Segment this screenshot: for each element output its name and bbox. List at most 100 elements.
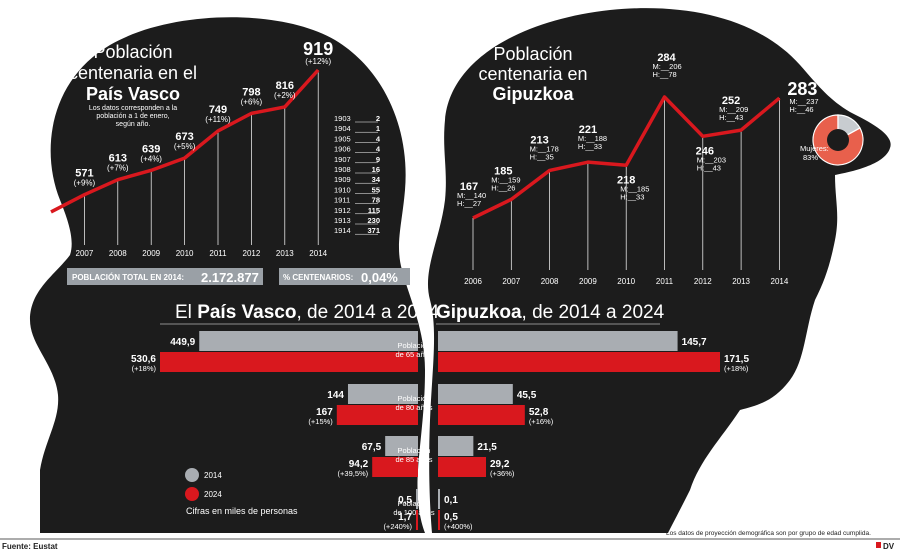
gip-men-label: H:__33 <box>578 142 602 151</box>
gip-value-label: 283 <box>787 79 817 99</box>
footer-note: Los datos de proyección demográfica son … <box>666 530 871 537</box>
pv-bar-label: 94,2 <box>349 459 369 470</box>
history-value: 1 <box>376 124 380 133</box>
left-note-line3: según año. <box>116 121 151 128</box>
gip-women-label: M:__140 <box>457 191 486 200</box>
pv-bar-2014 <box>199 331 418 351</box>
pv-year-label: 2009 <box>142 249 160 258</box>
gip-bar-label: 171,5 <box>724 354 749 365</box>
legend-units: Cifras en miles de personas <box>186 506 298 516</box>
gip-year-label: 2010 <box>617 277 635 286</box>
gip-women-label: M:__159 <box>491 175 520 184</box>
pv-bar-2024 <box>336 405 418 425</box>
gip-men-label: H:__33 <box>620 192 644 201</box>
women-pie-chart <box>812 114 864 166</box>
pv-year-label: 2011 <box>209 249 227 258</box>
pv-value-label: 749 <box>209 104 227 116</box>
legend-2014-swatch <box>185 468 199 482</box>
category-label-line2: de 65 años <box>395 350 432 359</box>
history-value: 55 <box>372 185 380 194</box>
gip-series-line <box>472 95 781 220</box>
pv-bar-2014 <box>385 436 418 456</box>
total-label: POBLACIÓN TOTAL EN 2014: <box>72 273 184 282</box>
women-value: 83% <box>803 153 818 162</box>
gip-women-label: M:__178 <box>530 144 559 153</box>
gip-bar-2024 <box>438 352 720 372</box>
history-year: 1911 <box>334 196 350 205</box>
pv-year-label: 2008 <box>109 249 127 258</box>
gip-men-label: H:__43 <box>697 163 721 172</box>
left-title-line2: centenaria en el <box>69 63 197 83</box>
gip-value-label: 218 <box>617 174 635 186</box>
history-value: 115 <box>368 206 380 215</box>
gip-bar-label: 45,5 <box>517 390 537 401</box>
pv-year-label: 2013 <box>276 249 294 258</box>
gip-year-label: 2014 <box>771 277 789 286</box>
pv-year-label: 2010 <box>176 249 194 258</box>
pv-bar-label: 530,6 <box>131 354 156 365</box>
history-year: 1904 <box>334 124 351 133</box>
gip-value-label: 167 <box>460 181 478 193</box>
gip-year-label: 2013 <box>732 277 750 286</box>
gip-bar-2024 <box>438 457 487 477</box>
gip-bar-2014 <box>438 489 440 509</box>
history-year: 1903 <box>334 114 351 123</box>
gip-men-label: H:__26 <box>491 183 515 192</box>
gip-year-label: 2007 <box>502 277 520 286</box>
gip-men-label: H:__43 <box>719 113 743 122</box>
pv-value-label: 816 <box>276 80 294 92</box>
pv-bar-change: (+240%) <box>383 522 412 531</box>
legend: 2014 2024 Cifras en miles de personas <box>185 468 298 516</box>
legend-2014-label: 2014 <box>204 471 222 480</box>
history-value: 34 <box>372 175 381 184</box>
gip-bar-change: (+400%) <box>444 522 473 531</box>
category-label-line2: de 85 años <box>395 455 432 464</box>
pv-bar-2024 <box>160 352 418 372</box>
pv-change-label: (+12%) <box>305 57 331 66</box>
pie-slice-mujeres <box>812 114 864 166</box>
right-head-silhouette <box>427 8 891 534</box>
pv-bar-2014 <box>347 384 418 404</box>
pv-year-label: 2012 <box>243 249 261 258</box>
left-note-line1: Los datos corresponden a la <box>89 105 177 112</box>
left-title: Población centenaria en el País Vasco Lo… <box>69 42 197 128</box>
right-title-line2: centenaria en <box>478 64 587 84</box>
pv-year-label: 2006 <box>42 249 60 258</box>
gip-year-label: 2008 <box>541 277 559 286</box>
legend-2024-swatch <box>185 487 199 501</box>
pv-bar-label: 67,5 <box>362 442 382 453</box>
total-value: 2.172.877 <box>201 270 259 285</box>
gip-value-label: 213 <box>530 134 548 146</box>
history-value: 230 <box>367 216 380 225</box>
history-year: 1907 <box>334 155 351 164</box>
history-value: 2 <box>376 114 380 123</box>
pv-bar-2014 <box>416 489 418 509</box>
pv-bar-change: (+39,5%) <box>338 469 369 478</box>
category-label-line1: Población <box>398 446 431 455</box>
gip-bar-change: (+36%) <box>490 469 515 478</box>
footer-source: Fuente: Eustat <box>2 542 58 551</box>
gip-women-label: M:__237 <box>789 97 818 106</box>
history-year: 1908 <box>334 165 351 174</box>
history-value: 371 <box>367 226 380 235</box>
pct-value: 0,04% <box>361 270 398 285</box>
history-value: 16 <box>372 165 380 174</box>
history-value: 4 <box>376 145 381 154</box>
pv-change-label: (+2%) <box>274 91 296 100</box>
gip-bar-2024 <box>438 405 525 425</box>
pv-bar-title: El País Vasco, de 2014 a 2024 <box>175 302 440 323</box>
gip-value-label: 246 <box>696 145 714 157</box>
pv-value-label: 919 <box>303 39 333 59</box>
legend-2024-label: 2024 <box>204 490 222 499</box>
pv-change-label: (+4%) <box>140 154 162 163</box>
pv-change-label: (+6%) <box>241 97 263 106</box>
gip-bar-2014 <box>438 384 513 404</box>
left-title-bold: País Vasco <box>86 84 180 104</box>
history-value: 9 <box>376 155 380 164</box>
gip-value-label: 185 <box>494 165 512 177</box>
pv-year-label: 2014 <box>309 249 327 258</box>
pv-value-label: 571 <box>75 168 93 180</box>
pv-value-label: 798 <box>242 86 260 98</box>
gip-bar-change: (+16%) <box>529 417 554 426</box>
